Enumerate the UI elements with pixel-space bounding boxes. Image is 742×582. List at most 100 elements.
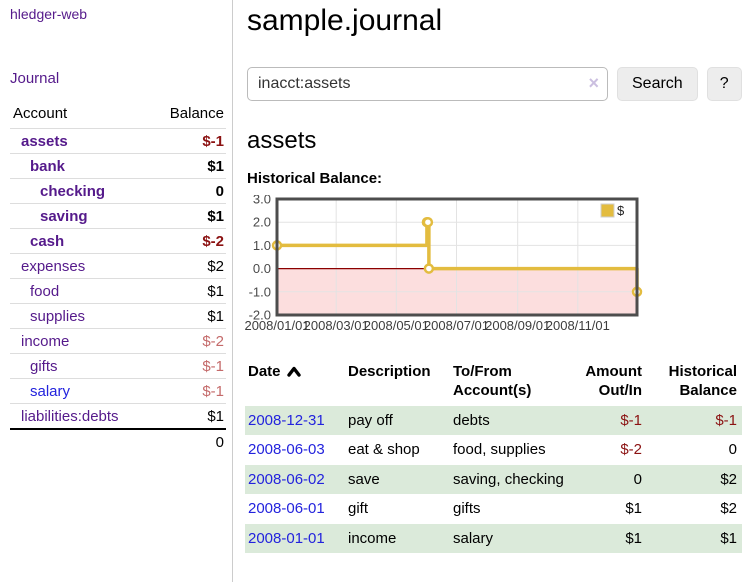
register-row: 2008-06-03 eat & shop food, supplies $-2 0: [245, 435, 742, 465]
page-title: sample.journal: [247, 4, 443, 37]
account-link[interactable]: cash: [30, 233, 65, 250]
account-link[interactable]: checking: [40, 183, 106, 200]
account-row: saving $1: [10, 203, 226, 229]
chart-border: [275, 197, 639, 317]
register-row: 2008-12-31 pay off debts $-1 $-1: [245, 405, 742, 436]
register-date-link[interactable]: 2008-01-01: [248, 529, 325, 547]
sidebar-total-row: 0: [10, 428, 226, 454]
data-point-marker: [423, 263, 435, 274]
account-link[interactable]: expenses: [21, 258, 86, 275]
x-axis-tick-label: 2008/03/01: [304, 318, 369, 333]
register-date-link[interactable]: 2008-06-01: [248, 500, 325, 518]
sidebar-accounts-table: Account Balance assets $-1 bank $1 checking 0…: [10, 102, 226, 454]
register-date-cell: 2008-01-01: [245, 524, 345, 554]
y-axis-tick-label: 2.0: [253, 215, 271, 230]
description-column-header: Description: [348, 363, 431, 381]
account-link[interactable]: liabilities:debts: [21, 408, 119, 425]
account-link[interactable]: bank: [30, 158, 66, 175]
account-row: gifts $-1: [10, 353, 226, 379]
x-axis-tick-label: 2008/01/01: [245, 318, 310, 333]
account-link[interactable]: salary: [30, 383, 71, 400]
x-axis-tick-label: 2008/09/01: [485, 318, 550, 333]
historical-balance-chart: $3.0 2.0 1.0 0.0 -1.0 -2.02008/01/012008/03/0…: [245, 195, 643, 333]
main-content: sample.journal × Search ? assets Histori…: [245, 0, 742, 554]
account-row: food $1: [10, 278, 226, 304]
x-axis-tick-label: 2008/11/01: [546, 318, 610, 333]
account-link[interactable]: supplies: [30, 308, 86, 325]
account-balance: $-2: [149, 328, 226, 354]
account-balance: 0: [149, 178, 226, 204]
legend-swatch: [600, 203, 615, 218]
app-brand-link[interactable]: hledger-web: [10, 6, 88, 22]
register-balance-cell: $2: [720, 500, 737, 518]
account-heading: assets: [247, 126, 317, 154]
account-row: expenses $2: [10, 253, 226, 279]
account-row: assets $-1: [10, 128, 226, 154]
account-balance: $1: [149, 303, 226, 329]
x-axis-tick-label: 2008/05/01: [364, 318, 429, 333]
register-date-link[interactable]: 2008-06-02: [248, 470, 325, 488]
data-point-marker: [422, 217, 434, 228]
register-balance-cell: $2: [720, 470, 737, 488]
tofrom-column-header: To/From Account(s): [453, 363, 532, 399]
search-box: ×: [247, 66, 608, 101]
register-amount-cell: 0: [633, 470, 642, 488]
legend-label: $: [617, 203, 625, 218]
sort-ascending-icon: [286, 366, 301, 377]
account-balance: $-1: [149, 128, 226, 154]
clear-search-icon[interactable]: ×: [588, 72, 599, 93]
register-date-link[interactable]: 2008-12-31: [248, 411, 325, 429]
account-link[interactable]: saving: [40, 208, 88, 225]
register-amount-cell: $1: [625, 500, 642, 518]
register-amount-cell: $-2: [620, 441, 642, 459]
chart-heading: Historical Balance:: [247, 170, 383, 188]
account-row: checking 0: [10, 178, 226, 204]
account-link[interactable]: food: [30, 283, 60, 300]
account-link[interactable]: assets: [21, 133, 68, 150]
account-row: supplies $1: [10, 303, 226, 329]
register-row: 2008-06-02 save saving, checking 0 $2: [245, 464, 742, 495]
register-date-cell: 2008-06-02: [245, 465, 345, 495]
register-description-cell: eat & shop: [348, 441, 420, 459]
account-row: cash $-2: [10, 228, 226, 254]
x-axis-tick-label: 2008/07/01: [424, 318, 489, 333]
register-description-cell: gift: [348, 500, 369, 518]
account-row: income $-2: [10, 328, 226, 354]
register-date-cell: 2008-06-03: [245, 435, 345, 465]
sidebar-account-rows: assets $-1 bank $1 checking 0 saving $1 cash $-2 e…: [10, 128, 226, 429]
register-date-link[interactable]: 2008-06-03: [248, 441, 325, 459]
register-balance-cell: 0: [728, 441, 737, 459]
register-row: 2008-06-01 gift gifts $1 $2: [245, 494, 742, 524]
y-axis-tick-label: -2.0: [249, 308, 271, 323]
account-row: bank $1: [10, 153, 226, 179]
search-input[interactable]: [247, 66, 608, 101]
register-accounts-cell: salary: [453, 529, 494, 547]
account-balance: $-1: [149, 353, 226, 379]
search-button[interactable]: Search: [617, 66, 698, 101]
account-balance: $2: [149, 253, 226, 279]
account-balance: $-2: [149, 228, 226, 254]
search-form: × Search ?: [247, 66, 742, 101]
help-button[interactable]: ?: [706, 66, 742, 101]
amount-column-header: Amount Out/In: [585, 363, 642, 399]
balance-column-header: Balance: [169, 105, 224, 122]
sidebar: hledger-web Journal Account Balance asse…: [0, 0, 233, 582]
account-balance: $1: [149, 278, 226, 304]
account-row: liabilities:debts $1: [10, 403, 226, 429]
account-link[interactable]: gifts: [30, 358, 58, 375]
register-description-cell: income: [348, 529, 397, 547]
register-accounts-cell: saving, checking: [453, 470, 564, 488]
account-link[interactable]: income: [21, 333, 70, 350]
register-rows: 2008-12-31 pay off debts $-1 $-1 2008-06-03 ea…: [245, 405, 742, 554]
total-spacer: [10, 428, 150, 454]
register-accounts-cell: debts: [453, 411, 490, 429]
date-column-header[interactable]: Date: [245, 361, 345, 406]
y-axis-tick-label: 3.0: [253, 195, 271, 207]
register-date-cell: 2008-12-31: [245, 406, 345, 436]
account-column-header: Account: [13, 105, 68, 122]
register-header-row: Date Description To/From Account(s) Amou…: [245, 361, 742, 406]
register-balance-cell: $-1: [715, 411, 737, 429]
account-row: salary $-1: [10, 378, 226, 404]
account-balance: $1: [149, 153, 226, 179]
sidebar-item-journal[interactable]: Journal: [10, 70, 60, 87]
